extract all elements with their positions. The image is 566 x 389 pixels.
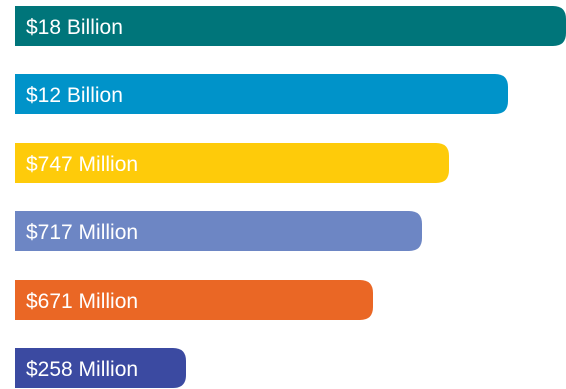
bar-group: $747 Million — [15, 143, 449, 183]
bar-label: $258 Million — [26, 358, 138, 381]
bar-group: $18 Billion — [15, 6, 566, 46]
bar — [15, 6, 566, 46]
bar-label: $12 Billion — [26, 84, 123, 107]
bar — [15, 211, 422, 251]
bar-label: $671 Million — [26, 290, 138, 313]
bar — [15, 280, 373, 320]
bar-group: $12 Billion — [15, 74, 508, 114]
bar-label: $18 Billion — [26, 16, 123, 39]
bar-group: $258 Million — [15, 348, 186, 388]
bar-label: $747 Million — [26, 153, 138, 176]
bar — [15, 348, 186, 388]
bar-label: $717 Million — [26, 221, 138, 244]
bar-group: $671 Million — [15, 280, 373, 320]
bar — [15, 143, 449, 183]
bar-group: $717 Million — [15, 211, 422, 251]
bar — [15, 74, 508, 114]
